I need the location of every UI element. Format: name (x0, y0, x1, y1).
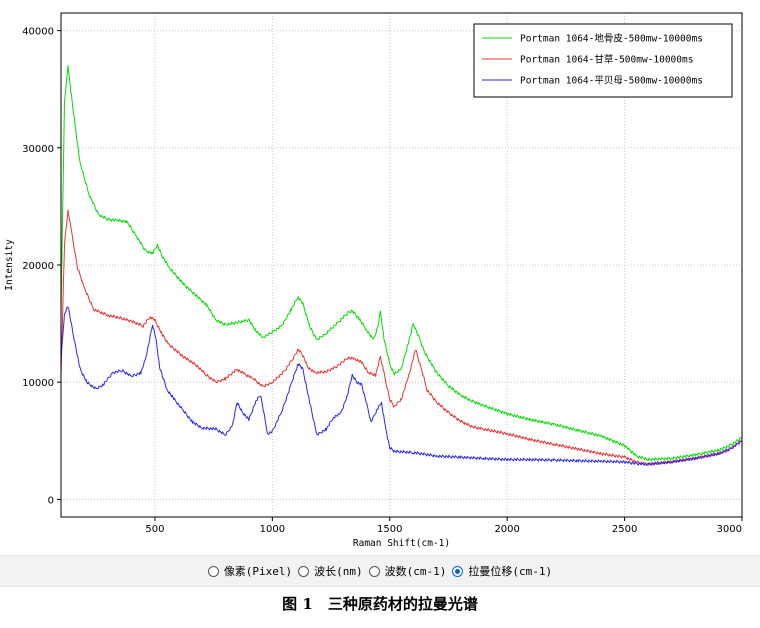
unit-option-3[interactable]: 拉曼位移(cm-1) (452, 563, 552, 579)
spectrum-chart: 500 1000 1500 2000 2500 300001000020000300004… (4, 12, 743, 549)
x-tick-label: 2500 (612, 524, 637, 535)
unit-option-label: 像素(Pixel) (223, 565, 293, 578)
y-axis-title: Intensity (4, 239, 15, 291)
figure-caption: 图 1 三种原药材的拉曼光谱 (282, 595, 478, 613)
y-tick-label: 20000 (22, 261, 54, 272)
series-line-1 (60, 65, 743, 462)
unit-option-1[interactable]: 波长(nm) (298, 563, 363, 579)
radio-button[interactable] (368, 565, 380, 577)
unit-option-label: 拉曼位移(cm-1) (468, 565, 553, 578)
unit-option-label: 波数(cm-1) (384, 565, 447, 578)
series-line-3 (60, 306, 743, 466)
x-tick-label: 3000 (717, 524, 742, 535)
x-tick-label: 1000 (260, 524, 285, 535)
legend-label: Portman 1064-甘草-500mw-10000ms (520, 54, 693, 66)
y-tick-label: 10000 (22, 378, 54, 389)
unit-option-2[interactable]: 波数(cm-1) (368, 563, 447, 579)
axis-ticks: 500 1000 1500 2000 2500 300001000020000300004… (22, 27, 743, 535)
radio-button[interactable] (207, 565, 219, 577)
unit-selector-bar: 像素(Pixel) 波长(nm) 波数(cm-1) 拉曼位移(cm-1) (0, 555, 760, 587)
radio-button[interactable] (298, 565, 310, 577)
legend[interactable]: Portman 1064-地骨皮-500mw-10000ms Portman 10… (473, 23, 733, 98)
legend-box (473, 23, 733, 98)
x-axis-title: Raman Shift(cm-1) (353, 538, 450, 549)
x-tick-label: 2000 (494, 524, 519, 535)
legend-label: Portman 1064-平贝母-500mw-10000ms (520, 76, 703, 87)
radio-button[interactable] (452, 565, 464, 577)
y-tick-label: 30000 (22, 144, 54, 155)
x-tick-label: 500 (145, 524, 164, 535)
series-lines (60, 65, 743, 466)
unit-option-0[interactable]: 像素(Pixel) (207, 563, 293, 579)
y-tick-label: 40000 (22, 27, 54, 38)
unit-option-label: 波长(nm) (314, 565, 363, 578)
x-tick-label: 1500 (377, 524, 402, 535)
legend-label: Portman 1064-地骨皮-500mw-10000ms (520, 33, 703, 45)
series-line-2 (60, 209, 743, 466)
y-tick-label: 0 (48, 495, 54, 506)
